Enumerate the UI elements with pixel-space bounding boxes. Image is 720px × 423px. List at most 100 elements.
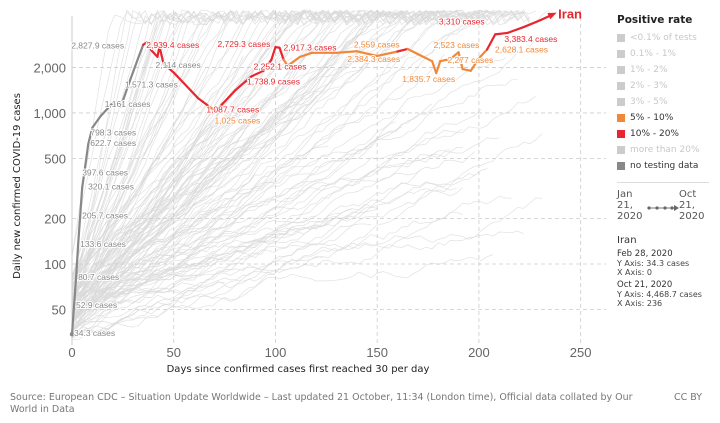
data-label: 2,827.9 cases bbox=[71, 41, 124, 51]
background-country-line bbox=[71, 10, 482, 280]
data-label: 1,738.9 cases bbox=[247, 77, 300, 87]
info-end-y: Y Axis: 4,468.7 cases bbox=[617, 290, 702, 299]
legend-item[interactable]: 10% - 20% bbox=[617, 126, 717, 142]
iran-series-line[interactable] bbox=[69, 12, 557, 337]
data-label: 2,628.1 cases bbox=[495, 45, 548, 55]
legend-item[interactable]: no testing data bbox=[617, 158, 717, 174]
chart-area: 50 100 200 500 1,000 2,000 0 50 100 150 200 250 34… bbox=[12, 7, 606, 375]
info-start: Feb 28, 2020 Y Axis: 34.3 cases X Axis: … bbox=[617, 250, 717, 278]
series-segment bbox=[162, 62, 175, 74]
x-axis-title: Days since confirmed cases first reached… bbox=[167, 364, 430, 375]
legend-swatch-icon bbox=[617, 82, 625, 90]
series-segment bbox=[278, 46, 285, 61]
x-axis-ticks: 0 50 100 150 200 250 bbox=[68, 345, 591, 360]
series-end-label[interactable]: Iran bbox=[558, 7, 582, 22]
background-country-line bbox=[71, 11, 341, 307]
x-tick-label: 250 bbox=[570, 345, 592, 360]
background-country-line bbox=[71, 10, 164, 298]
timeline-start-year: 2020 bbox=[617, 211, 643, 222]
data-label: 1,161 cases bbox=[105, 99, 151, 109]
legend-item[interactable]: 3% - 5% bbox=[617, 94, 717, 110]
data-label: 2,917.3 cases bbox=[284, 43, 337, 53]
series-segment bbox=[506, 25, 525, 35]
background-country-line bbox=[71, 128, 463, 328]
timeline-end-year: 2020 bbox=[679, 211, 705, 222]
info-entity: Iran bbox=[617, 235, 637, 246]
x-tick-label: 50 bbox=[166, 345, 180, 360]
background-country-line bbox=[71, 9, 354, 288]
series-segment bbox=[477, 48, 489, 60]
background-country-line bbox=[71, 206, 378, 320]
background-country-line bbox=[71, 71, 299, 295]
series-segment bbox=[138, 43, 145, 57]
x-tick-label: 0 bbox=[68, 345, 75, 360]
series-segment bbox=[335, 50, 358, 54]
series-segment bbox=[77, 215, 82, 247]
background-country-line bbox=[71, 9, 311, 301]
y-tick-label: 100 bbox=[44, 257, 66, 272]
x-tick-label: 150 bbox=[366, 345, 388, 360]
series-segment bbox=[485, 33, 497, 51]
y-tick-label: 200 bbox=[44, 212, 66, 227]
series-segment bbox=[249, 69, 265, 78]
legend-swatch-icon bbox=[617, 146, 625, 154]
background-country-line bbox=[71, 11, 219, 329]
legend-item[interactable]: 5% - 10% bbox=[617, 110, 717, 126]
info-start-x: X Axis: 0 bbox=[617, 268, 652, 277]
data-label: 3,310 cases bbox=[439, 16, 485, 26]
background-country-line bbox=[71, 149, 451, 310]
background-country-line bbox=[71, 145, 329, 313]
legend-item-label: 10% - 20% bbox=[630, 129, 679, 139]
background-country-line bbox=[71, 238, 268, 309]
legend-swatch-icon bbox=[617, 50, 625, 58]
data-label: 80.7 cases bbox=[78, 272, 119, 282]
series-segment bbox=[79, 186, 84, 218]
gridlines bbox=[72, 10, 606, 343]
series-segment bbox=[461, 68, 472, 72]
data-label: 2,559 cases bbox=[354, 39, 400, 49]
legend-item[interactable]: <0.1% of tests bbox=[617, 30, 717, 46]
series-segment bbox=[435, 60, 442, 75]
background-country-lines bbox=[71, 9, 555, 341]
background-country-line bbox=[71, 22, 476, 317]
background-country-line bbox=[71, 121, 250, 310]
background-country-line bbox=[71, 11, 207, 304]
timeline-start[interactable]: Jan 21, 2020 bbox=[617, 189, 642, 222]
license-link[interactable]: CC BY bbox=[674, 392, 703, 403]
data-label: 1,835.7 cases bbox=[402, 74, 455, 84]
background-country-line bbox=[71, 12, 189, 309]
legend-item[interactable]: 2% - 3% bbox=[617, 78, 717, 94]
series-segment bbox=[72, 276, 78, 307]
legend-swatch-icon bbox=[617, 130, 625, 138]
timeline-track-icon[interactable] bbox=[647, 204, 679, 212]
data-label: 3,383.4 cases bbox=[504, 34, 557, 44]
legend-item[interactable]: more than 20% bbox=[617, 142, 717, 158]
data-label: 1,087.7 cases bbox=[206, 104, 259, 114]
background-country-line bbox=[71, 54, 445, 285]
series-segment bbox=[522, 19, 542, 29]
legend-item-label: no testing data bbox=[630, 161, 699, 171]
series-segment bbox=[70, 304, 76, 336]
background-country-line bbox=[71, 95, 537, 298]
series-segment bbox=[182, 82, 200, 100]
series-segment bbox=[396, 47, 409, 53]
background-country-line bbox=[71, 11, 482, 323]
legend-divider bbox=[617, 182, 709, 183]
series-segment bbox=[270, 45, 277, 61]
series-segment bbox=[91, 115, 102, 129]
background-country-line bbox=[71, 55, 353, 288]
background-country-line bbox=[71, 11, 231, 311]
timeline-end[interactable]: Oct 21, 2020 bbox=[679, 189, 704, 222]
legend-item[interactable]: 0.1% - 1% bbox=[617, 46, 717, 62]
source-note[interactable]: Source: European CDC – Situation Update … bbox=[10, 392, 633, 415]
legend-item[interactable]: 1% - 2% bbox=[617, 62, 717, 78]
background-country-line bbox=[71, 103, 433, 318]
series-segment bbox=[81, 172, 86, 189]
data-label: 2,939.4 cases bbox=[146, 40, 199, 50]
series-segment bbox=[111, 102, 122, 108]
background-country-line bbox=[71, 146, 463, 339]
data-label: 205.7 cases bbox=[82, 211, 128, 221]
series-segment bbox=[298, 51, 314, 58]
legend-item-label: 1% - 2% bbox=[630, 65, 668, 75]
timeline[interactable]: Jan 21, 2020 Oct 21, 2020 bbox=[617, 189, 717, 231]
